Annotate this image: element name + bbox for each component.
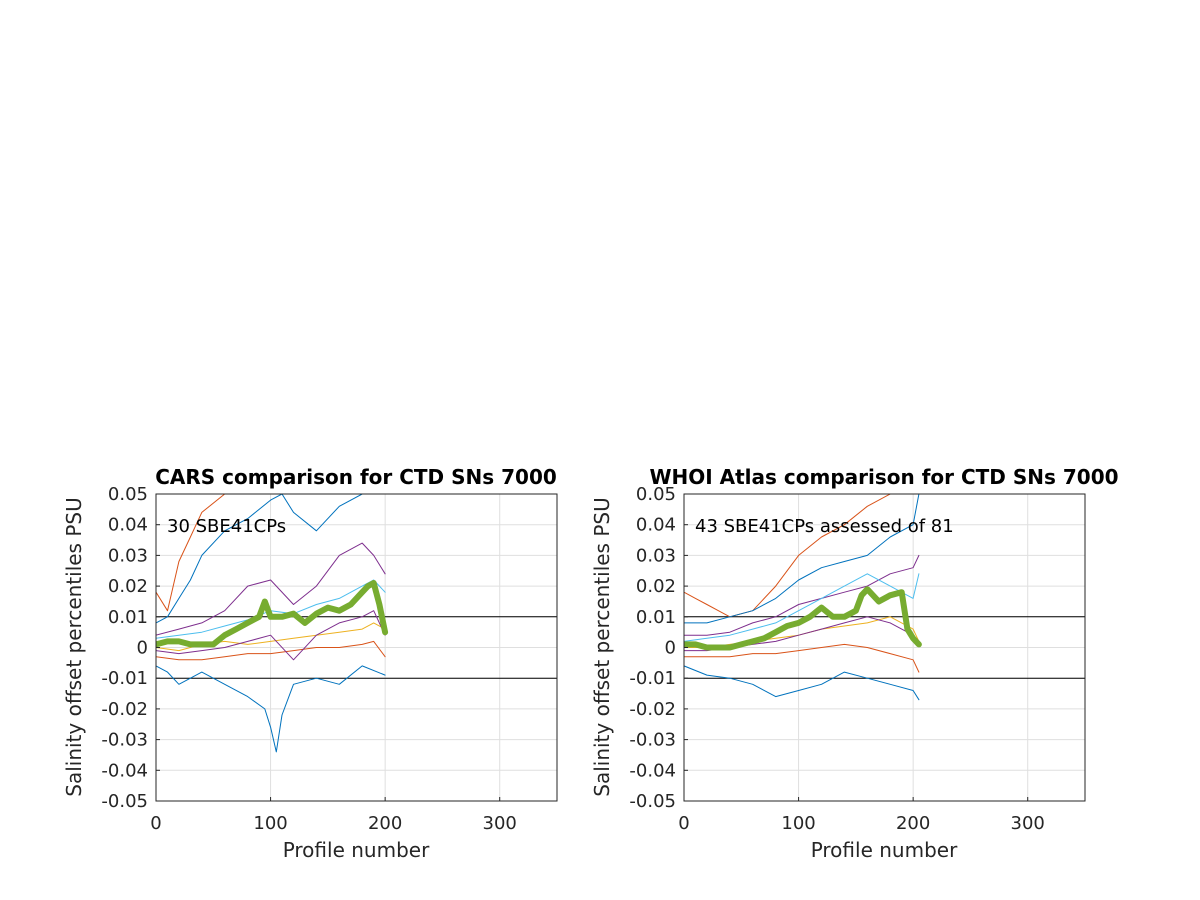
chart-annotation: 30 SBE41CPs <box>167 516 286 537</box>
x-tick-label: 300 <box>1011 813 1045 834</box>
y-tick-label: 0.05 <box>636 484 676 505</box>
y-tick-label: -0.01 <box>629 668 676 689</box>
y-tick-label: -0.05 <box>101 791 148 812</box>
percentile-series-line <box>156 494 386 612</box>
y-tick-label: 0.02 <box>636 576 676 597</box>
y-tick-label: -0.02 <box>629 699 676 720</box>
x-tick-label: 200 <box>896 813 930 834</box>
median-series-line <box>684 586 922 651</box>
percentile-series-line <box>684 573 920 642</box>
median-series-line <box>156 580 389 648</box>
x-axis-label: Profile number <box>283 838 430 862</box>
y-tick-label: -0.04 <box>101 760 148 781</box>
x-tick-label: 100 <box>781 813 815 834</box>
whoi-atlas-comparison-axes: 0 100 200 300 -0.05 -0.04 -0.03 -0.02 -0.01 0 0.01… <box>590 465 1119 862</box>
y-tick-label: 0.02 <box>108 576 148 597</box>
plot-area: 0 100 200 300 -0.05 -0.04 -0.03 -0.02 -0.01 0 0.01… <box>629 484 1086 834</box>
y-tick-label: 0.03 <box>108 545 148 566</box>
chart-title: CARS comparison for CTD SNs 7000 <box>155 465 557 489</box>
series-group <box>156 494 557 753</box>
percentile-series-line <box>156 610 386 661</box>
x-tick-label: 300 <box>483 813 517 834</box>
y-tick-label: 0.04 <box>636 515 676 536</box>
x-tick-label: 100 <box>253 813 287 834</box>
percentile-series-line <box>156 494 386 624</box>
x-tick-label: 0 <box>678 813 689 834</box>
percentile-series-line <box>684 554 920 636</box>
cars-comparison-axes: 0 100 200 300 -0.05 -0.04 -0.03 -0.02 -0.01 0 0.01… <box>62 465 558 862</box>
percentile-series-line <box>156 579 386 639</box>
percentile-series-line <box>684 643 920 673</box>
y-tick-label: -0.02 <box>101 699 148 720</box>
percentile-series-line <box>156 640 386 661</box>
y-tick-label: 0.05 <box>108 484 148 505</box>
y-tick-label: -0.03 <box>101 730 148 751</box>
y-tick-label: 0.03 <box>636 545 676 566</box>
plot-area: 0 100 200 300 -0.05 -0.04 -0.03 -0.02 -0.01 0 0.01… <box>101 484 558 834</box>
x-tick-label: 200 <box>368 813 402 834</box>
y-tick-label: -0.03 <box>629 730 676 751</box>
y-axis-label: Salinity offset percentiles PSU <box>590 497 614 796</box>
percentile-series-line <box>684 494 920 624</box>
percentile-series-line <box>684 665 920 701</box>
y-axis-label: Salinity offset percentiles PSU <box>62 497 86 796</box>
percentile-series-line <box>156 665 386 753</box>
y-tick-label: 0.01 <box>636 607 676 628</box>
series-group <box>684 494 1085 701</box>
y-tick-label: -0.05 <box>629 791 676 812</box>
y-tick-label: 0 <box>137 638 148 659</box>
x-tick-label: 0 <box>150 813 161 834</box>
y-tick-label: -0.01 <box>101 668 148 689</box>
y-tick-label: 0.04 <box>108 515 148 536</box>
percentile-series-line <box>156 542 386 636</box>
y-tick-label: 0.01 <box>108 607 148 628</box>
chart-title: WHOI Atlas comparison for CTD SNs 7000 <box>649 465 1118 489</box>
chart-annotation: 43 SBE41CPs assessed of 81 <box>695 516 954 537</box>
percentile-series-line <box>684 494 914 618</box>
x-axis-label: Profile number <box>811 838 958 862</box>
y-tick-label: -0.04 <box>629 760 676 781</box>
y-tick-label: 0 <box>665 638 676 659</box>
